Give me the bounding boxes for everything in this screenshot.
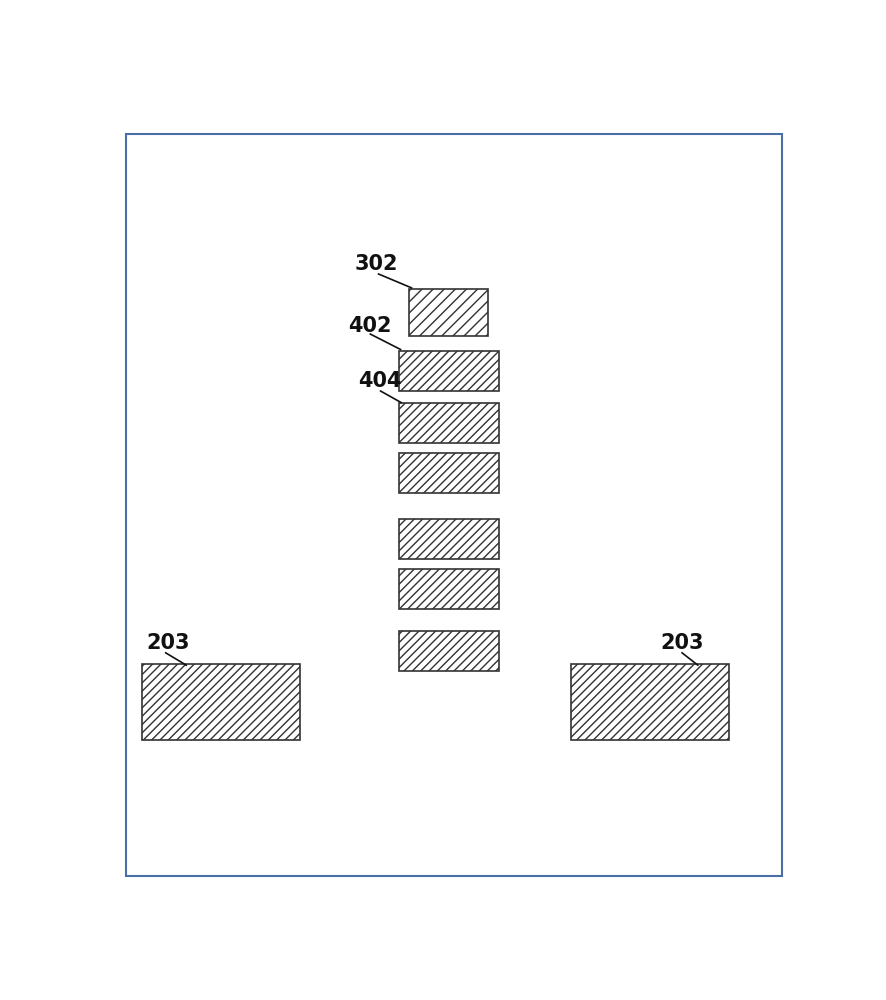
Bar xyxy=(142,664,299,740)
Bar xyxy=(399,453,499,493)
Text: 302: 302 xyxy=(354,254,398,274)
Bar xyxy=(409,289,488,336)
Bar xyxy=(571,664,728,740)
Bar xyxy=(399,519,499,559)
Bar xyxy=(399,569,499,609)
Text: 203: 203 xyxy=(146,633,190,653)
Text: 404: 404 xyxy=(358,371,401,391)
Bar xyxy=(399,631,499,671)
Bar xyxy=(399,403,499,443)
Text: 402: 402 xyxy=(348,316,392,336)
Bar xyxy=(399,351,499,391)
Text: 203: 203 xyxy=(660,633,703,653)
